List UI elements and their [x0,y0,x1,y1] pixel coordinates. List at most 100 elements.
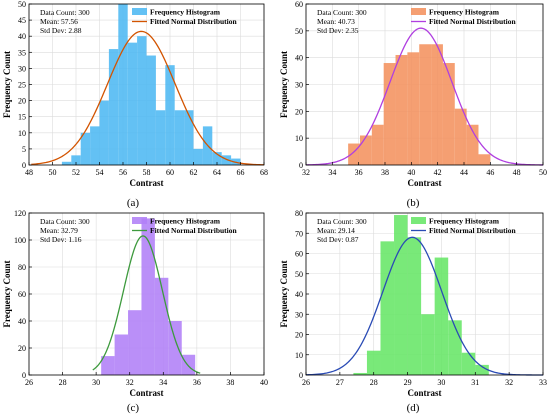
x-tick-label: 26 [25,378,33,387]
panel-label: (a) [127,197,140,209]
x-tick-label: 30 [437,378,445,387]
x-tick-label: 32 [302,168,310,177]
y-tick-label: 80 [18,263,26,272]
histogram-bar [359,135,372,165]
y-tick-label: 40 [295,54,303,63]
x-axis-label: Contrast [130,388,164,398]
y-tick-label: 10 [295,351,303,360]
x-tick-label: 50 [49,168,57,177]
x-tick-label: 60 [166,168,174,177]
y-tick-label: 10 [295,134,303,143]
y-tick-label: 5 [22,145,26,154]
histogram-bar [434,257,449,375]
x-tick-label: 56 [119,168,127,177]
x-tick-label: 36 [355,168,363,177]
histogram-bar [221,155,232,165]
histogram-bar [461,352,476,375]
x-tick-label: 62 [190,168,198,177]
stats-line: Data Count: 300 [317,217,367,226]
y-tick-label: 20 [295,107,303,116]
y-tick-label: 20 [18,344,26,353]
legend-swatch-histogram [411,8,426,15]
histogram-bar [174,110,185,165]
y-tick-label: 20 [18,97,26,106]
y-tick-label: 35 [18,48,26,57]
histogram-bar [127,42,138,165]
legend-label-histogram: Frequency Histogram [150,217,221,226]
histogram-bar [80,132,91,165]
y-tick-label: 60 [295,250,303,259]
histogram-bar [71,155,81,165]
y-tick-label: 40 [18,32,26,41]
x-tick-label: 54 [96,168,104,177]
y-tick-label: 10 [18,129,26,138]
panel-d: 26 27 28 29 30 31 32 33 0 10 20 30 40 50 60 70 80 Contras… [279,209,547,414]
histogram-bar [466,124,479,165]
x-tick-label: 28 [370,378,378,387]
y-tick-label: 0 [299,371,303,380]
histogram-bar [442,63,455,165]
stats-line: Mean: 57.56 [40,17,78,26]
panel-label: (c) [127,402,140,414]
histogram-bar [421,314,435,375]
y-tick-label: 40 [295,290,303,299]
stats-line: Std Dev: 0.87 [317,235,359,244]
panel-label: (b) [407,197,420,209]
histogram-bar [90,126,100,165]
histogram-bar [154,277,169,375]
panel-c: 26 28 30 32 34 36 38 40 0 20 40 60 80 100 120 Contrast F… [2,209,268,414]
stats-line: Std Dev: 1.16 [40,235,82,244]
legend-label-histogram: Frequency Histogram [150,8,221,17]
histogram-bar [108,49,119,165]
histogram-bar [114,334,129,375]
y-tick-label: 0 [299,161,303,170]
x-axis-label: Contrast [130,178,164,188]
fitted-normal-curve [92,235,201,374]
histogram-bar [383,63,396,165]
panel-b: 32 34 36 38 40 42 44 46 48 50 0 10 20 30 40 50 60 Contras… [279,0,547,209]
y-axis-label: Frequency Count [279,51,289,118]
histogram-bar [395,54,408,165]
legend-label-histogram: Frequency Histogram [429,217,500,226]
x-axis-label: Contrast [408,388,442,398]
histogram-bar [181,354,196,375]
legend-label-fit: Fitted Normal Distribution [150,17,237,26]
y-tick-label: 40 [18,317,26,326]
x-tick-label: 52 [72,168,80,177]
histogram-bar [454,108,467,165]
x-tick-label: 46 [486,168,494,177]
panel-a: 48 50 52 54 56 58 60 62 64 66 68 0 5 10 15 20 25 30 35 40 45… [2,0,268,209]
histogram-bar [407,52,420,165]
y-tick-label: 20 [295,331,303,340]
histogram-bar [128,310,142,375]
x-tick-label: 68 [260,168,268,177]
x-tick-label: 66 [237,168,245,177]
histogram-bar [394,215,408,375]
x-tick-label: 50 [539,168,547,177]
x-tick-label: 36 [193,378,201,387]
x-tick-label: 40 [407,168,415,177]
legend-label-fit: Fitted Normal Distribution [429,226,516,235]
panel-label: (d) [407,402,420,414]
x-tick-label: 32 [126,378,134,387]
y-tick-label: 100 [14,236,26,245]
histogram-bar [212,152,222,165]
x-tick-label: 26 [302,378,310,387]
y-tick-label: 50 [295,27,303,36]
stats-line: Std Dev: 2.88 [40,26,82,35]
y-axis-label: Frequency Count [2,51,12,118]
legend-swatch-histogram [132,8,147,15]
histogram-bar [99,100,109,165]
x-tick-label: 64 [213,168,221,177]
histogram-bar [141,218,155,375]
y-tick-label: 80 [295,209,303,218]
histogram-bar [431,44,443,165]
fitted-normal-curve [31,30,265,166]
histogram-bar [478,154,491,165]
y-axis-label: Frequency Count [2,260,12,327]
y-tick-label: 30 [295,81,303,90]
histogram-bar [184,110,194,165]
histogram-bar [137,36,147,166]
x-tick-label: 27 [336,378,344,387]
